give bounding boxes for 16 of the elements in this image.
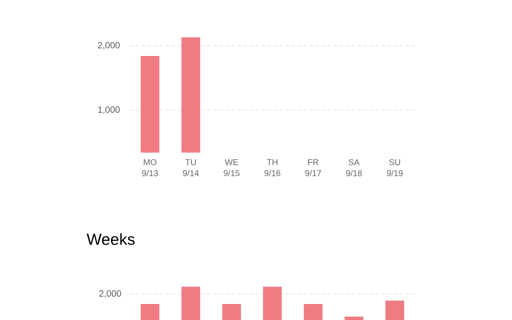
y-tick-label: 1,000 xyxy=(98,106,120,114)
bar xyxy=(263,286,282,320)
bar xyxy=(140,304,160,320)
x-tick-label: FR 9/17 xyxy=(305,159,322,176)
x-tick-label: TH 9/16 xyxy=(264,159,280,176)
bar xyxy=(222,304,241,320)
x-tick-label: MO 9/13 xyxy=(142,159,158,176)
bar xyxy=(385,300,404,320)
bar xyxy=(304,304,323,320)
x-tick-label: SA 9/18 xyxy=(346,159,362,176)
x-tick-label: SU 9/19 xyxy=(386,159,403,176)
chart-title: Weeks xyxy=(86,233,135,245)
bar xyxy=(181,286,200,320)
bar xyxy=(344,316,364,320)
x-tick-label: TU 9/14 xyxy=(182,159,199,176)
x-tick-label: WE 9/15 xyxy=(224,159,240,176)
